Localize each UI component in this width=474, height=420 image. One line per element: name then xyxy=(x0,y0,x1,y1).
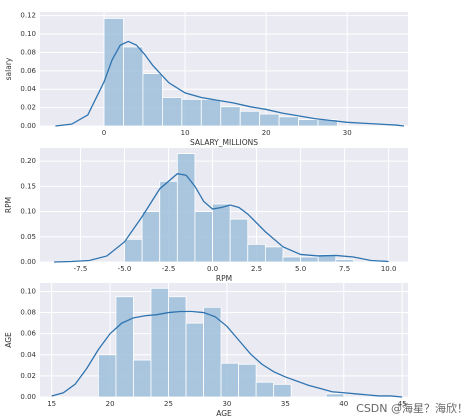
kde-line xyxy=(51,310,403,398)
histogram-bar xyxy=(273,383,292,398)
histogram-bar xyxy=(194,211,213,263)
y-axis-label: salary xyxy=(4,57,13,80)
histogram-bar xyxy=(282,256,301,263)
histogram-bar xyxy=(298,119,319,127)
x-tick-label: -7.5 xyxy=(74,265,88,273)
histogram-bar xyxy=(239,110,261,127)
x-tick-label: 10.0 xyxy=(381,265,397,273)
histogram-bar xyxy=(159,180,178,263)
x-tick-label: 45 xyxy=(398,400,407,408)
histogram-bar xyxy=(259,113,280,127)
histogram-bar xyxy=(300,256,319,263)
kde-line xyxy=(55,40,405,127)
histogram-bar xyxy=(278,116,299,127)
histogram-bar xyxy=(141,211,161,263)
histogram-bar xyxy=(133,359,152,398)
y-tick-label: 0.00 xyxy=(20,122,36,130)
x-axis-label: SALARY_MILLIONS xyxy=(190,138,258,147)
histogram-bar xyxy=(220,362,240,398)
y-tick-label: 0.02 xyxy=(20,104,36,112)
x-axis-label: RPM xyxy=(216,274,232,283)
histogram-bar xyxy=(150,287,169,398)
histogram-bar xyxy=(124,238,143,263)
x-tick-label: 25 xyxy=(164,400,173,408)
y-tick-label: 0.10 xyxy=(20,287,36,295)
x-tick-label: 30 xyxy=(343,129,352,137)
y-tick-label: 0.00 xyxy=(20,258,36,266)
histogram-bar xyxy=(255,381,275,398)
x-tick-label: 10 xyxy=(181,129,190,137)
histogram-bar xyxy=(142,73,163,127)
y-tick-label: 0.06 xyxy=(20,67,36,75)
y-tick-label: 0.08 xyxy=(20,309,36,317)
y-tick-label: 0.02 xyxy=(20,372,36,380)
histogram-bar xyxy=(317,254,337,263)
y-axis-label: RPM xyxy=(4,197,13,213)
x-tick-label: 40 xyxy=(339,400,348,408)
x-tick-label: 35 xyxy=(281,400,290,408)
x-tick-label: 2.5 xyxy=(251,265,262,273)
x-tick-label: -5.0 xyxy=(118,265,132,273)
y-tick-label: 0.00 xyxy=(20,393,36,401)
x-tick-label: 20 xyxy=(262,129,271,137)
y-tick-label: 0.05 xyxy=(20,233,36,241)
x-tick-label: 0.0 xyxy=(207,265,218,273)
histogram-bar xyxy=(176,153,196,263)
histogram-bar xyxy=(264,246,284,263)
histogram-bar xyxy=(325,393,345,398)
y-tick-label: 0.08 xyxy=(20,48,36,56)
histogram-bar xyxy=(98,354,117,398)
y-tick-label: 0.10 xyxy=(20,30,36,38)
histogram-bar xyxy=(212,203,231,263)
histogram-bar xyxy=(123,46,144,127)
y-tick-label: 0.06 xyxy=(20,330,36,338)
x-tick-label: 0 xyxy=(102,129,106,137)
histogram-bar xyxy=(161,97,183,127)
y-tick-label: 0.20 xyxy=(20,157,36,165)
x-tick-label: 20 xyxy=(106,400,115,408)
y-axis-label: AGE xyxy=(4,332,13,348)
histogram-bar xyxy=(220,106,241,127)
x-tick-label: 5.0 xyxy=(295,265,306,273)
y-tick-label: 0.10 xyxy=(20,208,36,216)
histogram-bar xyxy=(229,218,249,263)
histogram-bar xyxy=(203,306,222,398)
watermark: CSDN @海星？海欣！ xyxy=(356,401,468,415)
x-tick-label: -2.5 xyxy=(162,265,176,273)
histogram-bar xyxy=(115,296,134,398)
y-tick-label: 0.04 xyxy=(20,351,36,359)
histogram-bar xyxy=(181,98,202,127)
x-tick-label: 7.5 xyxy=(339,265,350,273)
histogram-bar xyxy=(200,98,222,127)
x-tick-label: 30 xyxy=(222,400,231,408)
y-tick-label: 0.15 xyxy=(20,182,36,190)
kde-line xyxy=(54,173,389,263)
histogram-bar xyxy=(335,259,354,263)
histogram-bar xyxy=(247,243,266,263)
x-axis-label: AGE xyxy=(216,409,232,418)
histogram-bar xyxy=(238,363,257,398)
x-tick-label: 15 xyxy=(47,400,56,408)
y-tick-label: 0.12 xyxy=(20,12,36,20)
histogram-bar xyxy=(185,322,204,398)
y-tick-label: 0.04 xyxy=(20,85,36,93)
